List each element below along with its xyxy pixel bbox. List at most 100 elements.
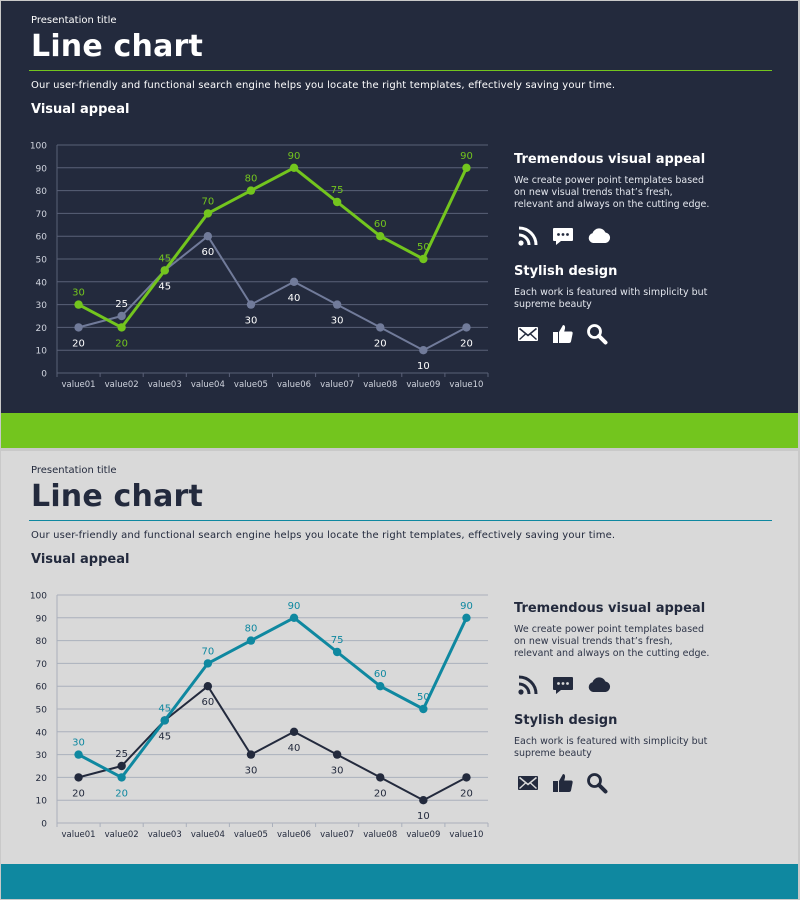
data-label: 25 [115,299,128,310]
data-point [462,163,471,172]
x-tick-label: value04 [191,830,225,840]
x-tick-label: value03 [148,830,182,840]
accent-band [1,864,798,899]
data-label: 70 [201,646,214,657]
y-tick-label: 0 [41,820,47,830]
x-tick-label: value01 [62,380,96,390]
y-tick-label: 40 [36,728,48,738]
data-label: 25 [115,749,128,760]
y-tick-label: 10 [36,797,48,807]
title-divider [29,520,772,521]
data-point [419,254,428,264]
data-point [376,773,385,782]
data-label: 40 [288,743,301,754]
data-label: 45 [158,253,171,264]
data-point [117,773,126,782]
data-point [419,796,428,805]
data-label: 75 [331,635,344,646]
mail-icon [516,322,540,346]
data-label: 80 [245,174,258,185]
slide-title: Line chart [31,479,204,514]
data-label: 50 [417,692,430,703]
data-label: 90 [288,151,301,162]
data-label: 20 [115,338,128,349]
data-label: 20 [115,788,128,799]
data-label: 90 [460,151,473,162]
data-point [246,186,256,195]
data-point [462,323,471,332]
slide-light: Presentation title Line chart Our user-f… [1,451,798,899]
feature-text-visual-appeal: We create power point templates based on… [514,624,710,659]
data-point [376,682,385,691]
data-point [246,636,256,645]
data-label: 90 [288,601,301,612]
slide-title: Line chart [31,29,204,64]
y-tick-label: 20 [36,774,48,784]
y-tick-label: 90 [36,614,48,624]
feature-text-stylish-design: Each work is featured with simplicity bu… [514,287,708,310]
x-tick-label: value08 [363,830,397,840]
x-tick-label: value10 [449,830,483,840]
line-chart: 0 10 20 30 40 50 60 70 80 90 100 value01 value02 valu… [30,592,489,840]
data-point [289,163,299,172]
y-tick-label: 70 [36,660,48,670]
x-tick-label: value01 [62,830,96,840]
data-label: 20 [72,788,85,799]
data-point [289,277,299,286]
data-label: 20 [72,338,85,349]
data-label: 30 [331,766,344,777]
data-point [462,613,471,622]
line-chart: 0 10 20 30 40 50 60 70 80 90 100 value01 value02 valu… [30,142,489,390]
data-point [332,647,342,657]
x-tick-label: value09 [406,830,440,840]
data-label: 60 [201,697,214,708]
data-label: 30 [72,288,85,299]
y-tick-label: 50 [36,706,48,716]
slide-description: Our user-friendly and functional search … [31,530,616,541]
data-label: 10 [417,361,430,372]
section-title: Visual appeal [31,102,130,117]
y-tick-label: 20 [36,324,48,334]
y-tick-label: 100 [30,592,47,602]
chat-bubble-icon [551,673,575,697]
data-point [74,323,83,332]
x-tick-label: value05 [234,830,268,840]
data-label: 60 [374,219,387,230]
chat-bubble-icon [551,224,575,248]
y-tick-label: 100 [30,142,47,152]
data-point [419,704,428,714]
data-point [160,716,169,725]
data-point [332,197,342,207]
data-point [203,659,213,668]
data-point [203,209,213,218]
data-point [74,300,83,309]
presentation-subtitle: Presentation title [31,465,117,476]
y-tick-label: 0 [41,370,47,380]
y-tick-label: 40 [36,278,48,288]
data-label: 10 [417,811,430,822]
accent-band [1,413,798,448]
y-tick-label: 10 [36,347,48,357]
data-point [289,727,299,736]
x-tick-label: value03 [148,380,182,390]
feature-heading-stylish-design: Stylish design [514,713,618,728]
x-tick-label: value08 [363,380,397,390]
data-point [117,323,126,332]
x-tick-label: value06 [277,380,311,390]
x-tick-label: value04 [191,380,225,390]
feature-heading-stylish-design: Stylish design [514,264,618,279]
series-line-1 [77,166,468,329]
data-label: 45 [158,281,171,292]
y-tick-label: 30 [36,301,48,311]
presentation-subtitle: Presentation title [31,15,117,26]
y-tick-label: 70 [36,210,48,220]
data-label: 45 [158,703,171,714]
data-label: 80 [245,624,258,635]
data-point [462,773,471,782]
data-point [246,750,256,759]
data-label: 30 [245,316,258,327]
thumbs-up-icon [551,322,575,346]
y-tick-label: 80 [36,637,48,647]
data-point [376,323,385,332]
section-title: Visual appeal [31,552,130,567]
